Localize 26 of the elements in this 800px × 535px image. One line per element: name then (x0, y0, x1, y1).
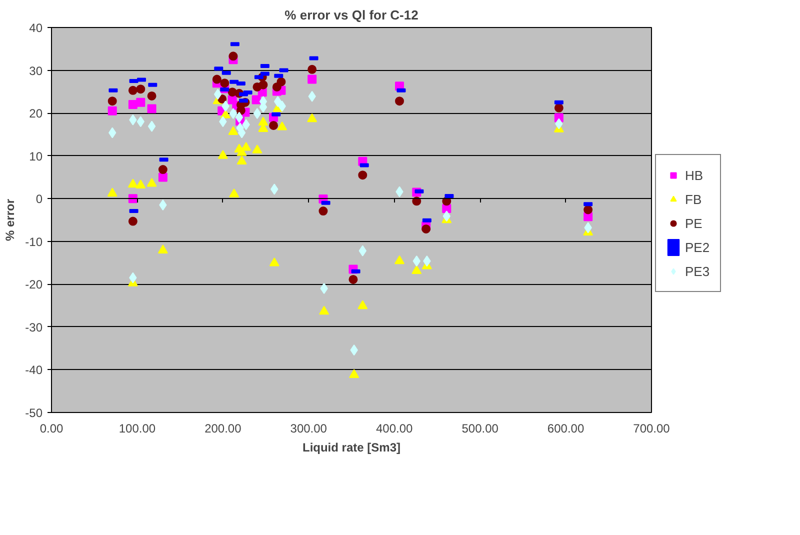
y-axis-title: % error (3, 198, 18, 242)
chart-title: % error vs Ql for C-12 (284, 8, 418, 22)
x-tick-label: 400.00 (376, 422, 414, 436)
y-tick-label: -10 (25, 234, 43, 249)
x-tick-label: 600.00 (547, 422, 584, 436)
y-tick-label: 20 (29, 106, 43, 121)
x-tick-label: 100.00 (118, 422, 156, 436)
x-tick-label: 300.00 (290, 422, 328, 436)
x-tick-label: 200.00 (204, 422, 242, 436)
y-tick-label: -40 (25, 363, 43, 378)
y-tick-label: -50 (25, 406, 43, 420)
y-tick-label: -20 (25, 278, 43, 292)
x-axis-title: Liquid rate [Sm3] (302, 440, 401, 454)
y-tick-label: -30 (25, 320, 43, 334)
legend-label: HB (685, 168, 704, 182)
legend-label: PE3 (685, 264, 710, 278)
y-tick-label: 30 (29, 64, 43, 78)
y-tick-label: 10 (29, 149, 43, 164)
x-tick-label: 500.00 (462, 422, 499, 436)
y-tick-label: 40 (29, 21, 43, 35)
legend-label: PE2 (685, 240, 710, 254)
x-tick-label: 0.00 (40, 422, 64, 436)
x-tick-label: 700.00 (633, 422, 670, 436)
legend-label: PE (685, 216, 704, 230)
y-tick-label: 0 (36, 192, 43, 206)
legend-label: FB (685, 192, 703, 206)
